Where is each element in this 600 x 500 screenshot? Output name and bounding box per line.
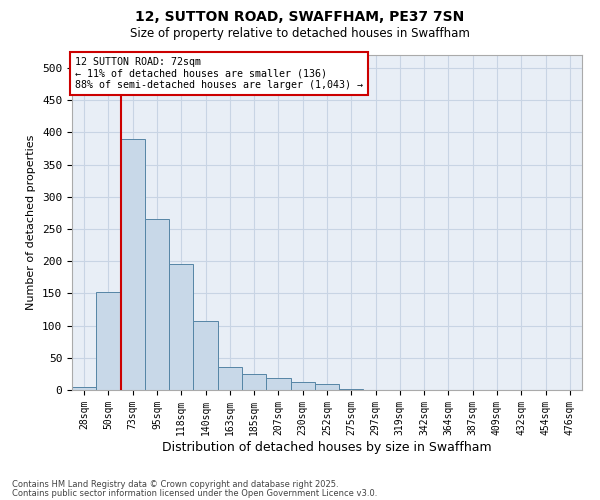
Text: Size of property relative to detached houses in Swaffham: Size of property relative to detached ho… xyxy=(130,28,470,40)
X-axis label: Distribution of detached houses by size in Swaffham: Distribution of detached houses by size … xyxy=(162,440,492,454)
Bar xyxy=(315,384,339,390)
Bar xyxy=(145,220,169,390)
Bar xyxy=(96,292,121,390)
Bar xyxy=(218,368,242,390)
Bar xyxy=(193,321,218,390)
Bar xyxy=(266,378,290,390)
Text: 12, SUTTON ROAD, SWAFFHAM, PE37 7SN: 12, SUTTON ROAD, SWAFFHAM, PE37 7SN xyxy=(136,10,464,24)
Bar xyxy=(242,374,266,390)
Bar xyxy=(169,264,193,390)
Text: Contains HM Land Registry data © Crown copyright and database right 2025.: Contains HM Land Registry data © Crown c… xyxy=(12,480,338,489)
Bar xyxy=(290,382,315,390)
Y-axis label: Number of detached properties: Number of detached properties xyxy=(26,135,37,310)
Text: 12 SUTTON ROAD: 72sqm
← 11% of detached houses are smaller (136)
88% of semi-det: 12 SUTTON ROAD: 72sqm ← 11% of detached … xyxy=(74,56,362,90)
Bar xyxy=(121,138,145,390)
Bar xyxy=(72,387,96,390)
Text: Contains public sector information licensed under the Open Government Licence v3: Contains public sector information licen… xyxy=(12,488,377,498)
